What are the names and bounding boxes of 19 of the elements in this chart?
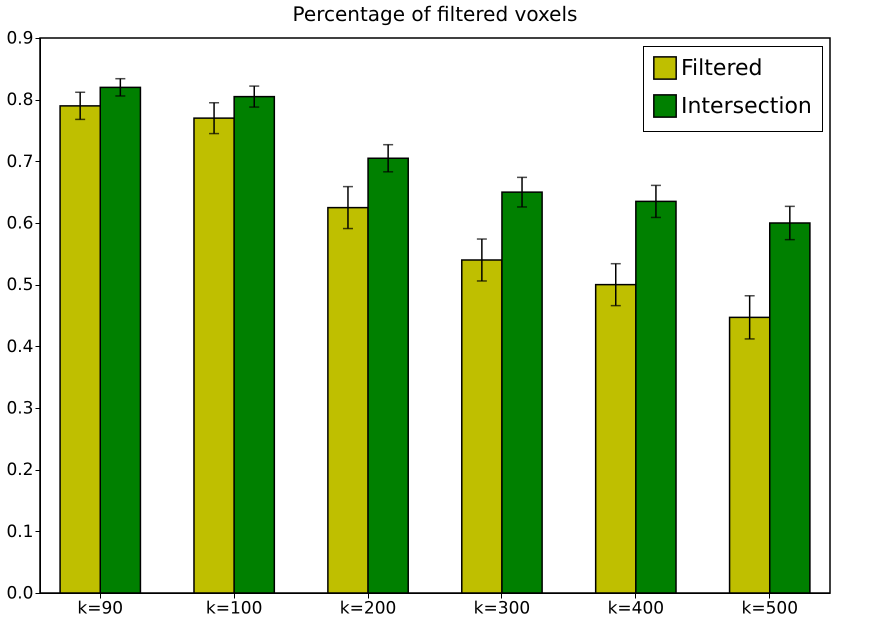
x-tick-label: k=200 [340, 598, 396, 618]
x-tick-label: k=90 [77, 598, 124, 618]
y-tick-label: 0.8 [6, 90, 34, 110]
chart-title: Percentage of filtered voxels [292, 2, 578, 26]
y-tick-label: 0.9 [6, 28, 34, 48]
x-tick-label: k=400 [608, 598, 664, 618]
x-tick-label: k=300 [474, 598, 530, 618]
y-tick-label: 0.4 [6, 336, 34, 357]
y-tick-label: 0.7 [6, 152, 34, 172]
y-tick-label: 0.2 [6, 460, 34, 480]
y-tick-label: 0.3 [6, 398, 34, 418]
y-tick-label: 0.1 [6, 522, 34, 542]
legend-label: Filtered [681, 56, 763, 81]
y-tick-label: 0.6 [6, 214, 34, 234]
y-tick-label: 0.0 [6, 584, 34, 604]
x-tick-label: k=100 [206, 598, 262, 618]
legend-label: Intersection [681, 94, 812, 119]
y-tick-label: 0.5 [6, 275, 34, 296]
x-tick-label: k=500 [741, 598, 798, 618]
